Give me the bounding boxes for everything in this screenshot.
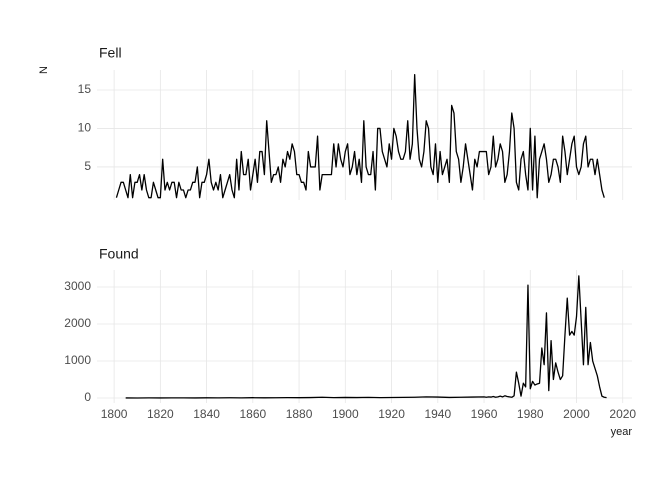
x-tick-label: 2020 [609, 407, 636, 421]
x-tick-label: 2000 [563, 407, 590, 421]
x-tick-label: 1960 [471, 407, 498, 421]
y-tick-label: 0 [84, 390, 91, 404]
x-axis-label: year [611, 426, 633, 438]
data-line [115, 73, 605, 199]
data-line [125, 275, 607, 399]
x-tick-label: 1840 [193, 407, 220, 421]
x-tick-label: 1920 [378, 407, 405, 421]
x-tick-label: 1880 [286, 407, 313, 421]
x-tick-label: 1800 [101, 407, 128, 421]
x-tick-label: 1900 [332, 407, 359, 421]
y-tick-label: 15 [78, 82, 92, 96]
y-axis-label: N [38, 66, 50, 74]
y-tick-label: 2000 [64, 316, 91, 330]
x-tick-label: 1980 [517, 407, 544, 421]
x-tick-label: 1860 [239, 407, 266, 421]
y-tick-label: 10 [78, 121, 92, 135]
panel-title: Found [99, 246, 139, 262]
x-tick-label: 1820 [147, 407, 174, 421]
panel-title: Fell [99, 45, 122, 61]
y-tick-label: 1000 [64, 353, 91, 367]
x-tick-label: 1940 [424, 407, 451, 421]
y-tick-label: 5 [84, 159, 91, 173]
y-tick-label: 3000 [64, 279, 91, 293]
